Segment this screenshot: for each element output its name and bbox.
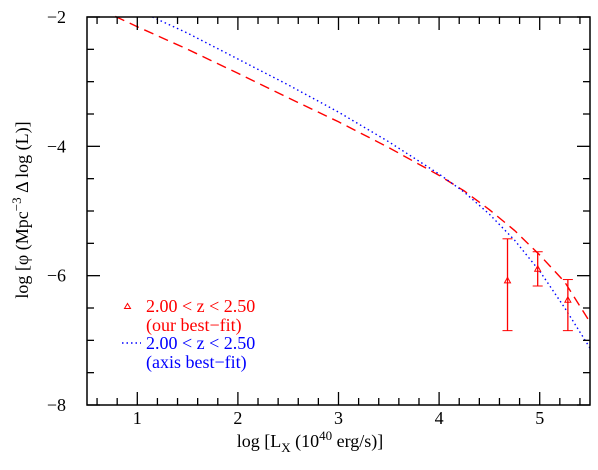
tick-labels-layer: 1 2 3 4 5 −8 −6 −4 −2 [47, 7, 544, 428]
x-tick-label: 5 [535, 408, 544, 428]
x-tick-label: 4 [435, 408, 444, 428]
legend-entry-1-label: 2.00 < z < 2.50 [146, 296, 255, 316]
data-point-triangle [564, 295, 572, 303]
x-tick-label: 2 [233, 408, 242, 428]
y-axis-title-sup: −3 [9, 197, 24, 211]
ticks-layer [87, 16, 590, 406]
x-tick-label: 1 [133, 408, 142, 428]
y-axis-title: log [φ (Mpc−3 Δ log (L)] [9, 121, 33, 298]
legend-marker-triangle [123, 302, 132, 309]
curves-layer [114, 15, 591, 349]
y-tick-label: −2 [47, 7, 66, 27]
data-points-layer [502, 238, 573, 332]
legend-entry-1-note: (our best−fit) [146, 315, 242, 336]
x-tick-label: 3 [334, 408, 343, 428]
data-point-triangle [503, 276, 512, 284]
y-tick-label: −4 [47, 136, 66, 156]
legend-entry-2-label: 2.00 < z < 2.50 [146, 333, 255, 353]
legend-entry-2-note: (axis best−fit) [146, 352, 247, 373]
series-line-axis-best-fit [152, 16, 591, 349]
data-point-triangle [533, 264, 542, 272]
series-line-our-best-fit [114, 15, 591, 323]
y-tick-label: −8 [47, 395, 66, 415]
legend: 2.00 < z < 2.50 (our best−fit) 2.00 < z … [122, 296, 255, 373]
x-axis-title-sup: 40 [319, 428, 332, 443]
x-axis-title-sub: X [281, 440, 291, 455]
y-tick-label: −6 [47, 266, 66, 286]
x-axis-title: log [LX (1040 erg/s)] [237, 428, 384, 455]
